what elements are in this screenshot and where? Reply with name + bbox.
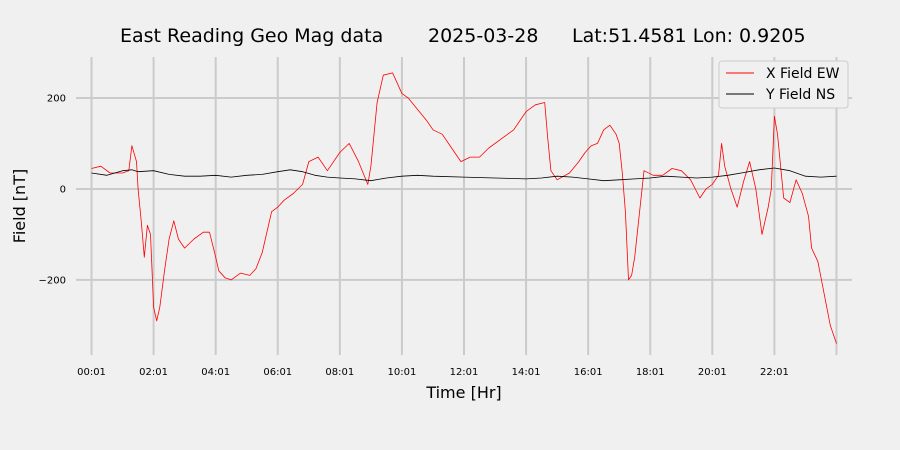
x-tick-label: 20:01: [698, 367, 727, 378]
chart-title-date: 2025-03-28: [428, 25, 538, 47]
x-tick-label: 12:01: [450, 367, 479, 378]
x-tick-label: 22:01: [760, 367, 789, 378]
x-tick-label: 00:01: [77, 367, 106, 378]
x-tick-label: 02:01: [139, 367, 168, 378]
series-layer: [91, 72, 837, 344]
x-tick-label: 16:01: [574, 367, 603, 378]
x-tick-label: 18:01: [636, 367, 665, 378]
legend-label-y-field: Y Field NS: [765, 87, 835, 103]
chart-title-station: East Reading Geo Mag data: [120, 25, 383, 47]
x-tick-labels: 00:01 02:01 04:01 06:01 08:01 10:01 12:01 14:01…: [77, 367, 789, 378]
legend-label-x-field: X Field EW: [766, 66, 840, 82]
chart-title-location: Lat:51.4581 Lon: 0.9205: [572, 25, 806, 47]
series-line-y-field-ns: [91, 167, 837, 182]
x-axis-label: Time [Hr]: [425, 383, 501, 402]
x-tick-label: 14:01: [512, 367, 541, 378]
legend: X Field EW Y Field NS: [718, 60, 849, 109]
x-tick-label: 08:01: [325, 367, 354, 378]
x-tick-label: 04:01: [201, 367, 230, 378]
x-tick-label: 10:01: [388, 367, 417, 378]
y-tick-label: 0: [60, 184, 66, 195]
y-tick-labels: −200 0 200: [39, 93, 66, 286]
y-tick-label: 200: [47, 93, 66, 104]
x-tick-label: 06:01: [263, 367, 292, 378]
y-tick-label: −200: [39, 275, 66, 286]
series-line-x-field-ew: [91, 72, 837, 344]
y-axis-label: Field [nT]: [10, 169, 29, 243]
